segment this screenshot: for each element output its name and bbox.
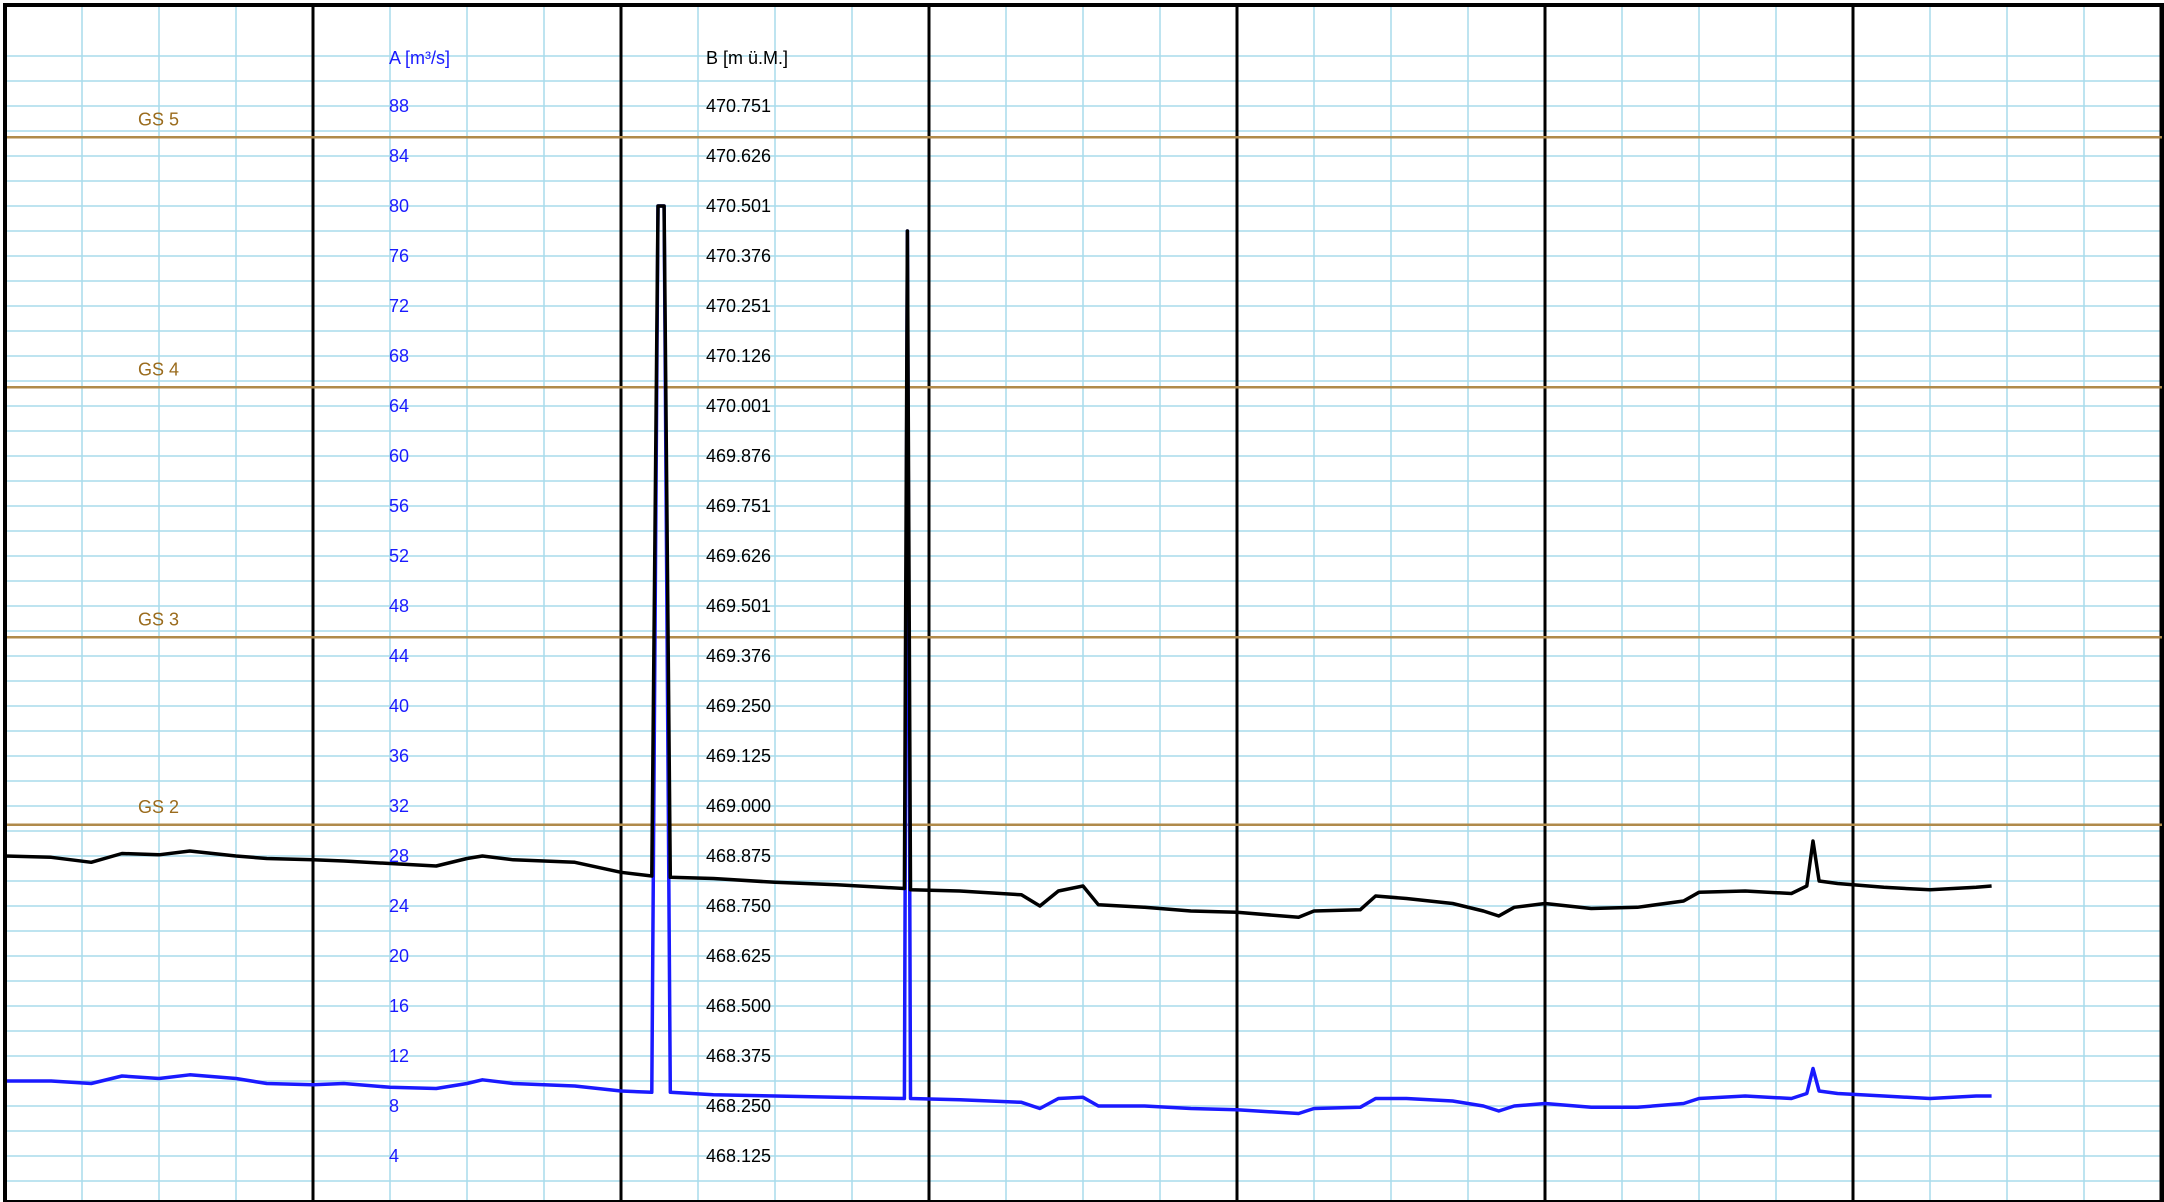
axis-a-tick-label: 28 — [389, 846, 409, 866]
axis-b-tick-label: 468.375 — [706, 1046, 771, 1066]
axis-a-tick-label: 52 — [389, 546, 409, 566]
axis-a-tick-label: 44 — [389, 646, 409, 666]
axis-b-tick-label: 469.125 — [706, 746, 771, 766]
axis-a-tick-label: 12 — [389, 1046, 409, 1066]
axis-a-tick-label: 60 — [389, 446, 409, 466]
axis-a-tick-label: 64 — [389, 396, 409, 416]
axis-b-tick-label: 469.751 — [706, 496, 771, 516]
axis-b-tick-label: 470.626 — [706, 146, 771, 166]
series-lines — [4, 204, 1992, 1116]
axis-b-tick-label: 468.875 — [706, 846, 771, 866]
axis-a-tick-label: 32 — [389, 796, 409, 816]
threshold-label: GS 3 — [138, 609, 179, 629]
axis-b-tick-label: 469.626 — [706, 546, 771, 566]
axis-a-label: A [m³/s] — [389, 48, 450, 68]
axis-b-tick-label: 469.501 — [706, 596, 771, 616]
axis-a-tick-label: 80 — [389, 196, 409, 216]
axis-b-tick-label: 468.625 — [706, 946, 771, 966]
axis-a-tick-label: 24 — [389, 896, 409, 916]
axis-a-ticks: A [m³/s] 8884807672686460565248444036322… — [389, 48, 450, 1166]
major-grid — [3, 5, 2163, 1202]
threshold-label: GS 5 — [138, 109, 179, 129]
series-line-1 — [5, 204, 1992, 1116]
axis-a-tick-label: 68 — [389, 346, 409, 366]
axis-b-tick-label: 469.376 — [706, 646, 771, 666]
axis-b-tick-label: 468.125 — [706, 1146, 771, 1166]
axis-b-label: B [m ü.M.] — [706, 48, 788, 68]
axis-a-tick-label: 56 — [389, 496, 409, 516]
plot-frame — [3, 3, 2164, 1202]
axis-a-tick-label: 72 — [389, 296, 409, 316]
axis-a-tick-label: 36 — [389, 746, 409, 766]
axis-b-tick-label: 469.250 — [706, 696, 771, 716]
axis-b-tick-label: 470.001 — [706, 396, 771, 416]
axis-b-tick-label: 470.376 — [706, 246, 771, 266]
axis-a-tick-label: 76 — [389, 246, 409, 266]
threshold-lines: GS 5 GS 4 GS 3 GS 2 — [5, 109, 2164, 826]
axis-a-tick-label: 40 — [389, 696, 409, 716]
axis-b-tick-label: 468.750 — [706, 896, 771, 916]
axis-b-tick-label: 470.751 — [706, 96, 771, 116]
axis-b-tick-label: 469.876 — [706, 446, 771, 466]
axis-b-tick-label: 469.000 — [706, 796, 771, 816]
axis-b-tick-label: 470.251 — [706, 296, 771, 316]
axis-a-tick-label: 8 — [389, 1096, 399, 1116]
axis-a-tick-label: 20 — [389, 946, 409, 966]
threshold-label: GS 4 — [138, 359, 179, 379]
axis-b-tick-label: 468.500 — [706, 996, 771, 1016]
axis-a-tick-label: 88 — [389, 96, 409, 116]
axis-a-tick-label: 16 — [389, 996, 409, 1016]
axis-b-tick-label: 470.501 — [706, 196, 771, 216]
minor-grid — [4, 5, 2164, 1202]
axis-b-ticks: B [m ü.M.] 470.751 470.626 470.501 470.376 4… — [706, 48, 788, 1166]
series-line-2 — [4, 204, 1992, 920]
threshold-label: GS 2 — [138, 797, 179, 817]
axis-a-tick-label: 84 — [389, 146, 409, 166]
axis-a-tick-label: 48 — [389, 596, 409, 616]
axis-b-tick-label: 468.250 — [706, 1096, 771, 1116]
axis-a-tick-label: 4 — [389, 1146, 399, 1166]
axis-b-tick-label: 470.126 — [706, 346, 771, 366]
